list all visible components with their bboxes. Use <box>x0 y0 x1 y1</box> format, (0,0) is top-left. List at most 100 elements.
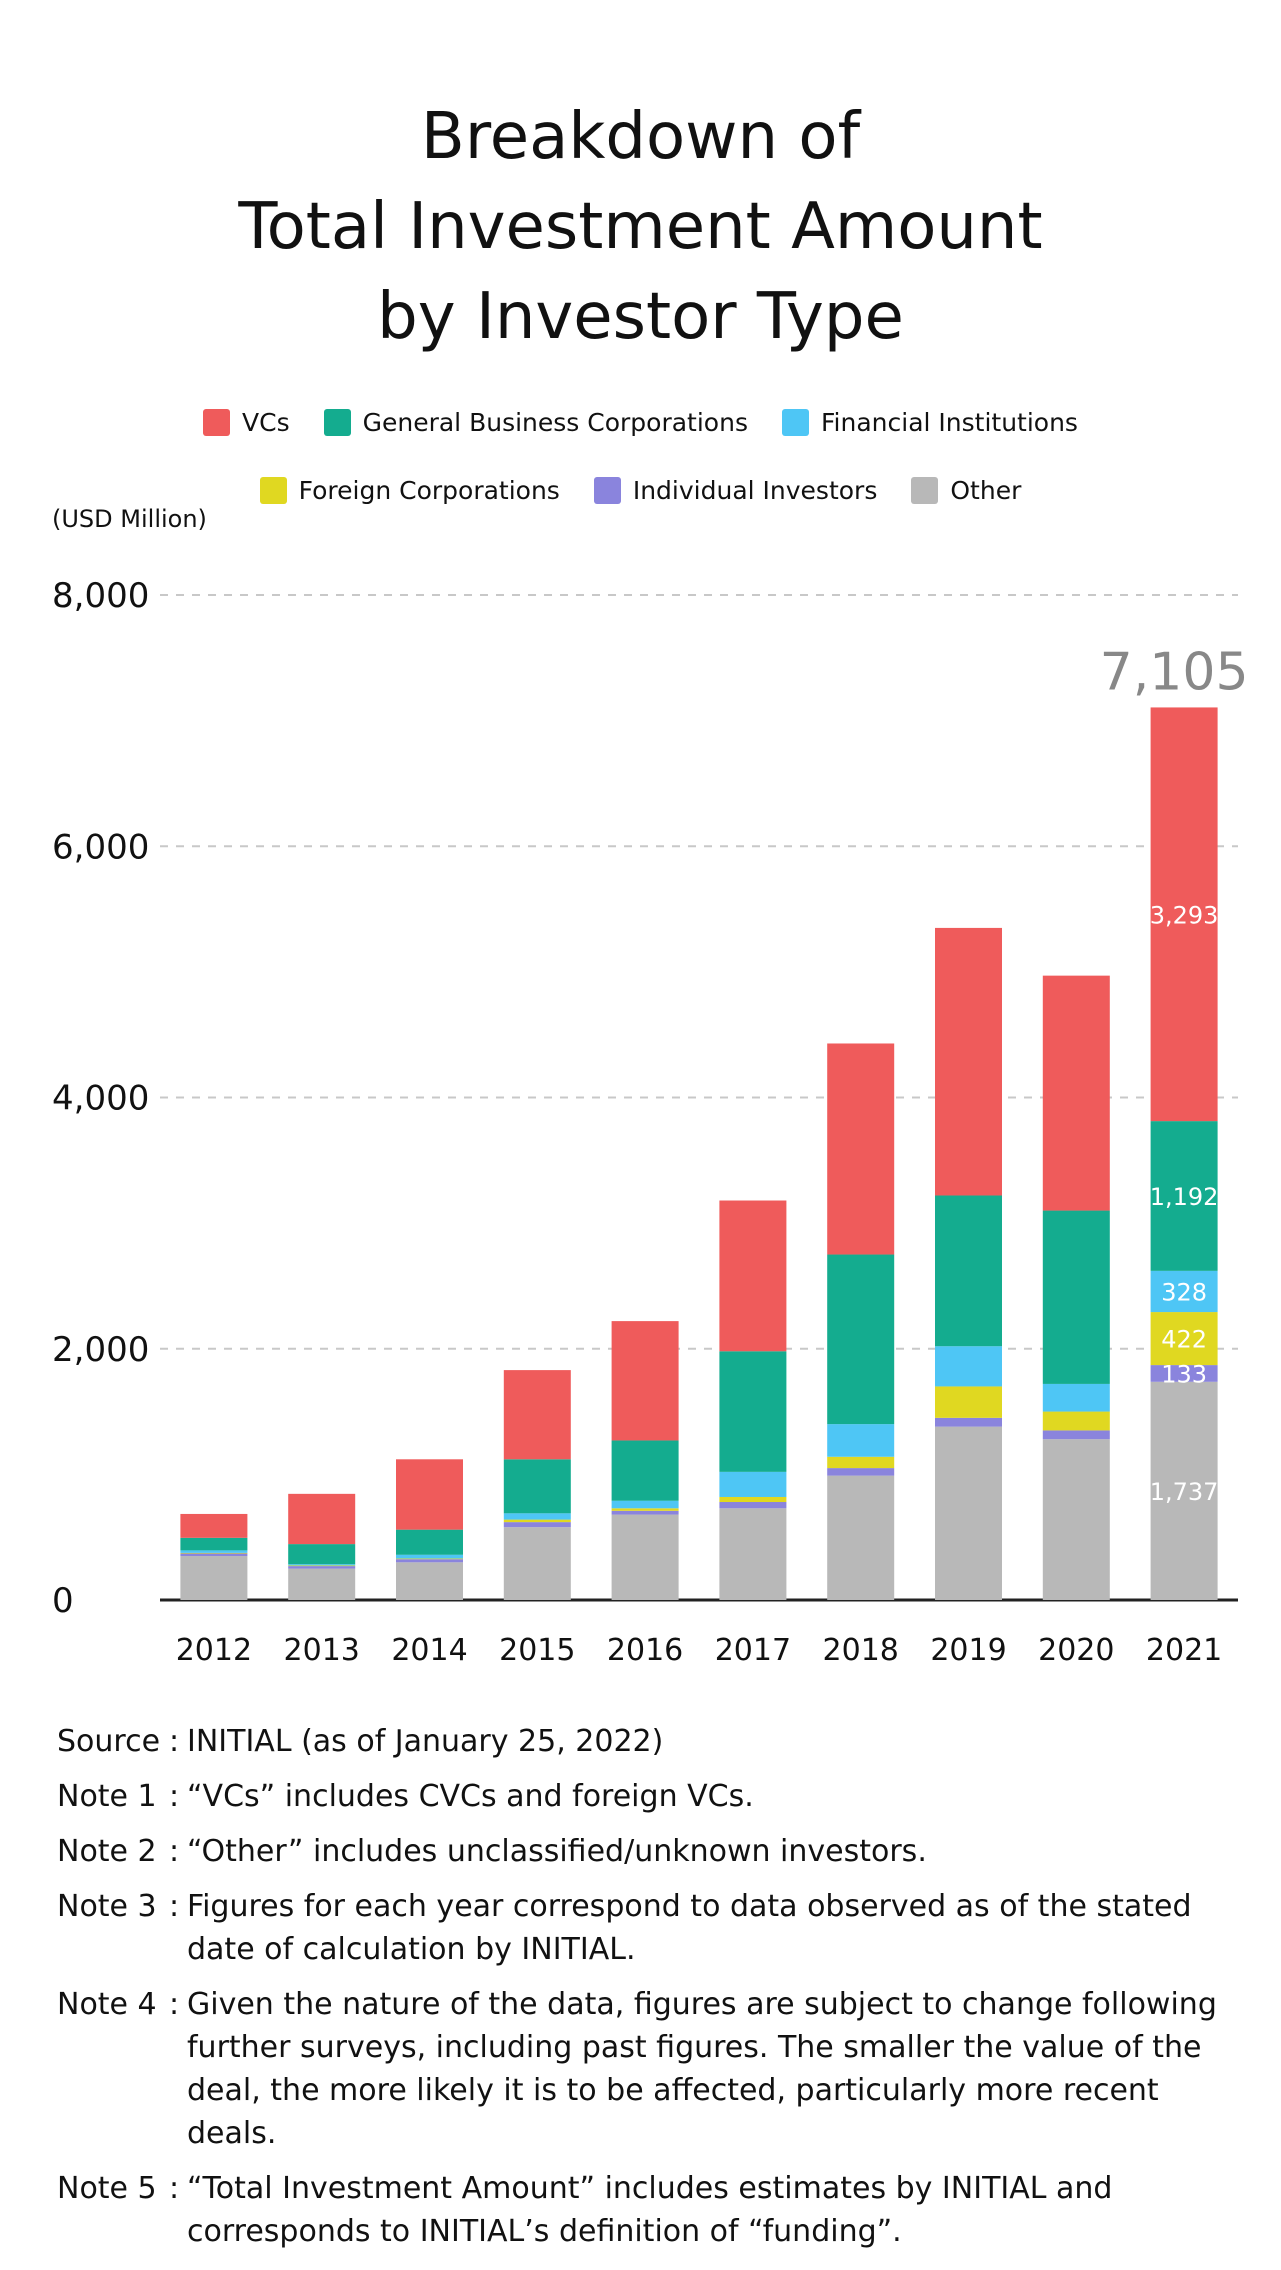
bar-segment-foreign-corporations-2016 <box>611 1508 679 1511</box>
legend-item-other: Other <box>911 476 1021 505</box>
legend-label-financial-institutions: Financial Institutions <box>820 408 1078 437</box>
x-tick-label: 2020 <box>1038 1633 1114 1668</box>
bar-segment-vcs-2017 <box>719 1200 787 1352</box>
bar-segment-general-business-corporations-2020 <box>1042 1210 1110 1384</box>
data-label: 422 <box>1161 1326 1207 1354</box>
x-tick-label: 2013 <box>284 1633 360 1668</box>
legend-label-individual-investors: Individual Investors <box>632 476 878 505</box>
note-source: Source : INITIAL (as of January 25, 2022… <box>57 1720 1237 1763</box>
bar-segment-individual-investors-2020 <box>1042 1430 1110 1440</box>
bar-segment-financial-institutions-2014 <box>396 1554 463 1559</box>
bar-segment-financial-institutions-2016 <box>611 1500 679 1509</box>
bar-segment-financial-institutions-2013 <box>288 1564 356 1566</box>
legend-swatch-financial-institutions <box>781 409 809 436</box>
legend-item-general-business-corporations: General Business Corporations <box>323 408 748 437</box>
bar-segment-individual-investors-2014 <box>396 1559 463 1563</box>
bar-segment-general-business-corporations-2017 <box>719 1351 787 1472</box>
stacked-bar-chart: 0 2,000 4,000 6,000 8,000 2012 2013 2014 2015 201… <box>52 576 1249 1668</box>
bar-segment-other-2021 <box>1150 1381 1218 1600</box>
y-tick-label: 8,000 <box>52 576 149 616</box>
bar-segment-vcs-2013 <box>288 1493 356 1545</box>
chart-title-line-2: Total Investment Amount <box>238 190 1043 264</box>
bar-segment-general-business-corporations-2012 <box>180 1537 248 1551</box>
bar-segment-other-2014 <box>396 1562 463 1600</box>
chart-title-line-1: Breakdown of <box>420 100 861 174</box>
bar-segment-foreign-corporations-2020 <box>1042 1411 1110 1431</box>
bar-segment-individual-investors-2018 <box>827 1468 895 1476</box>
bar-segment-individual-investors-2015 <box>503 1522 571 1528</box>
note-label: Source <box>57 1724 161 1759</box>
bar-segment-foreign-corporations-2019 <box>935 1386 1002 1418</box>
bar-segment-foreign-corporations-2021 <box>1150 1312 1218 1366</box>
y-tick-label: 4,000 <box>52 1079 149 1119</box>
note-4: Note 4 : Given the nature of the data, f… <box>57 1983 1237 2155</box>
legend-label-other: Other <box>950 476 1022 505</box>
bar-segment-financial-institutions-2015 <box>503 1513 571 1520</box>
note-label: Note 3 <box>57 1889 157 1924</box>
data-label: 1,737 <box>1150 1478 1219 1506</box>
bar-segment-individual-investors-2021 <box>1150 1365 1218 1382</box>
x-tick-label: 2014 <box>391 1633 467 1668</box>
bar-segment-other-2015 <box>503 1527 571 1600</box>
bar-segment-general-business-corporations-2021 <box>1150 1121 1218 1271</box>
note-text: “Other” includes unclassified/unknown in… <box>187 1834 927 1869</box>
legend-swatch-vcs <box>203 409 231 436</box>
note-3: Note 3 : Figures for each year correspon… <box>57 1885 1237 1971</box>
legend-swatch-general-business-corporations <box>323 409 351 436</box>
notes-section: Source : INITIAL (as of January 25, 2022… <box>57 1720 1237 2265</box>
note-separator: : <box>169 1889 180 1924</box>
bar-segment-vcs-2014 <box>396 1459 463 1530</box>
note-label: Note 2 <box>57 1834 157 1869</box>
bar-segment-financial-institutions-2019 <box>935 1346 1002 1387</box>
total-label: 7,105 <box>1100 642 1249 702</box>
bar-segment-other-2013 <box>288 1568 356 1600</box>
legend-item-foreign-corporations: Foreign Corporations <box>259 476 560 505</box>
bar-segment-vcs-2016 <box>611 1321 679 1441</box>
y-tick-label: 0 <box>52 1581 74 1621</box>
bar-segment-general-business-corporations-2015 <box>503 1459 571 1514</box>
bar-segment-financial-institutions-2012 <box>180 1550 248 1553</box>
note-text: “VCs” includes CVCs and foreign VCs. <box>187 1779 754 1814</box>
legend-label-vcs: VCs <box>242 408 290 437</box>
bar-segment-individual-investors-2017 <box>719 1502 787 1509</box>
x-tick-label: 2018 <box>823 1633 899 1668</box>
bar-segment-financial-institutions-2021 <box>1150 1270 1218 1313</box>
bar-segment-general-business-corporations-2019 <box>935 1195 1002 1347</box>
legend-item-vcs: VCs <box>203 408 290 437</box>
data-label: 133 <box>1161 1360 1207 1388</box>
bar-segment-foreign-corporations-2014 <box>396 1558 463 1560</box>
legend-swatch-individual-investors <box>593 477 621 504</box>
bar-segment-foreign-corporations-2017 <box>719 1496 787 1503</box>
bar-segment-individual-investors-2013 <box>288 1566 356 1569</box>
bar-segment-foreign-corporations-2013 <box>288 1565 356 1567</box>
bar-segment-other-2017 <box>719 1508 787 1600</box>
bar-segment-vcs-2015 <box>503 1370 571 1460</box>
note-separator: : <box>169 2171 180 2206</box>
note-text: “Total Investment Amount” includes estim… <box>187 2171 1113 2249</box>
chart-title-line-3: by Investor Type <box>377 280 904 354</box>
bar-segment-general-business-corporations-2014 <box>396 1529 463 1555</box>
bar-segment-vcs-2020 <box>1042 975 1110 1211</box>
bar-segment-vcs-2021 <box>1150 707 1218 1122</box>
x-tick-label: 2017 <box>715 1633 791 1668</box>
note-2: Note 2 : “Other” includes unclassified/u… <box>57 1830 1237 1873</box>
bar-segment-individual-investors-2012 <box>180 1553 248 1557</box>
note-text: Given the nature of the data, figures ar… <box>187 1987 1217 2151</box>
note-5: Note 5 : “Total Investment Amount” inclu… <box>57 2167 1237 2253</box>
chart-title: Breakdown of Total Investment Amount by … <box>0 92 1281 362</box>
bar-segment-general-business-corporations-2018 <box>827 1254 895 1425</box>
x-tick-label: 2019 <box>930 1633 1006 1668</box>
bar-segment-foreign-corporations-2015 <box>503 1519 571 1523</box>
y-axis-unit-label: (USD Million) <box>52 505 207 533</box>
legend-row-1: VCs General Business Corporations Financ… <box>0 408 1281 437</box>
note-text: Figures for each year correspond to data… <box>187 1889 1192 1967</box>
legend-label-general-business-corporations: General Business Corporations <box>362 408 748 437</box>
note-label: Note 4 <box>57 1987 157 2022</box>
bar-segment-foreign-corporations-2012 <box>180 1552 248 1554</box>
bar-segment-other-2019 <box>935 1426 1002 1600</box>
legend-label-foreign-corporations: Foreign Corporations <box>298 476 560 505</box>
bar-segment-other-2018 <box>827 1475 895 1600</box>
data-label: 3,293 <box>1150 901 1219 929</box>
legend-row-2: Foreign Corporations Individual Investor… <box>0 476 1281 505</box>
note-1: Note 1 : “VCs” includes CVCs and foreign… <box>57 1775 1237 1818</box>
